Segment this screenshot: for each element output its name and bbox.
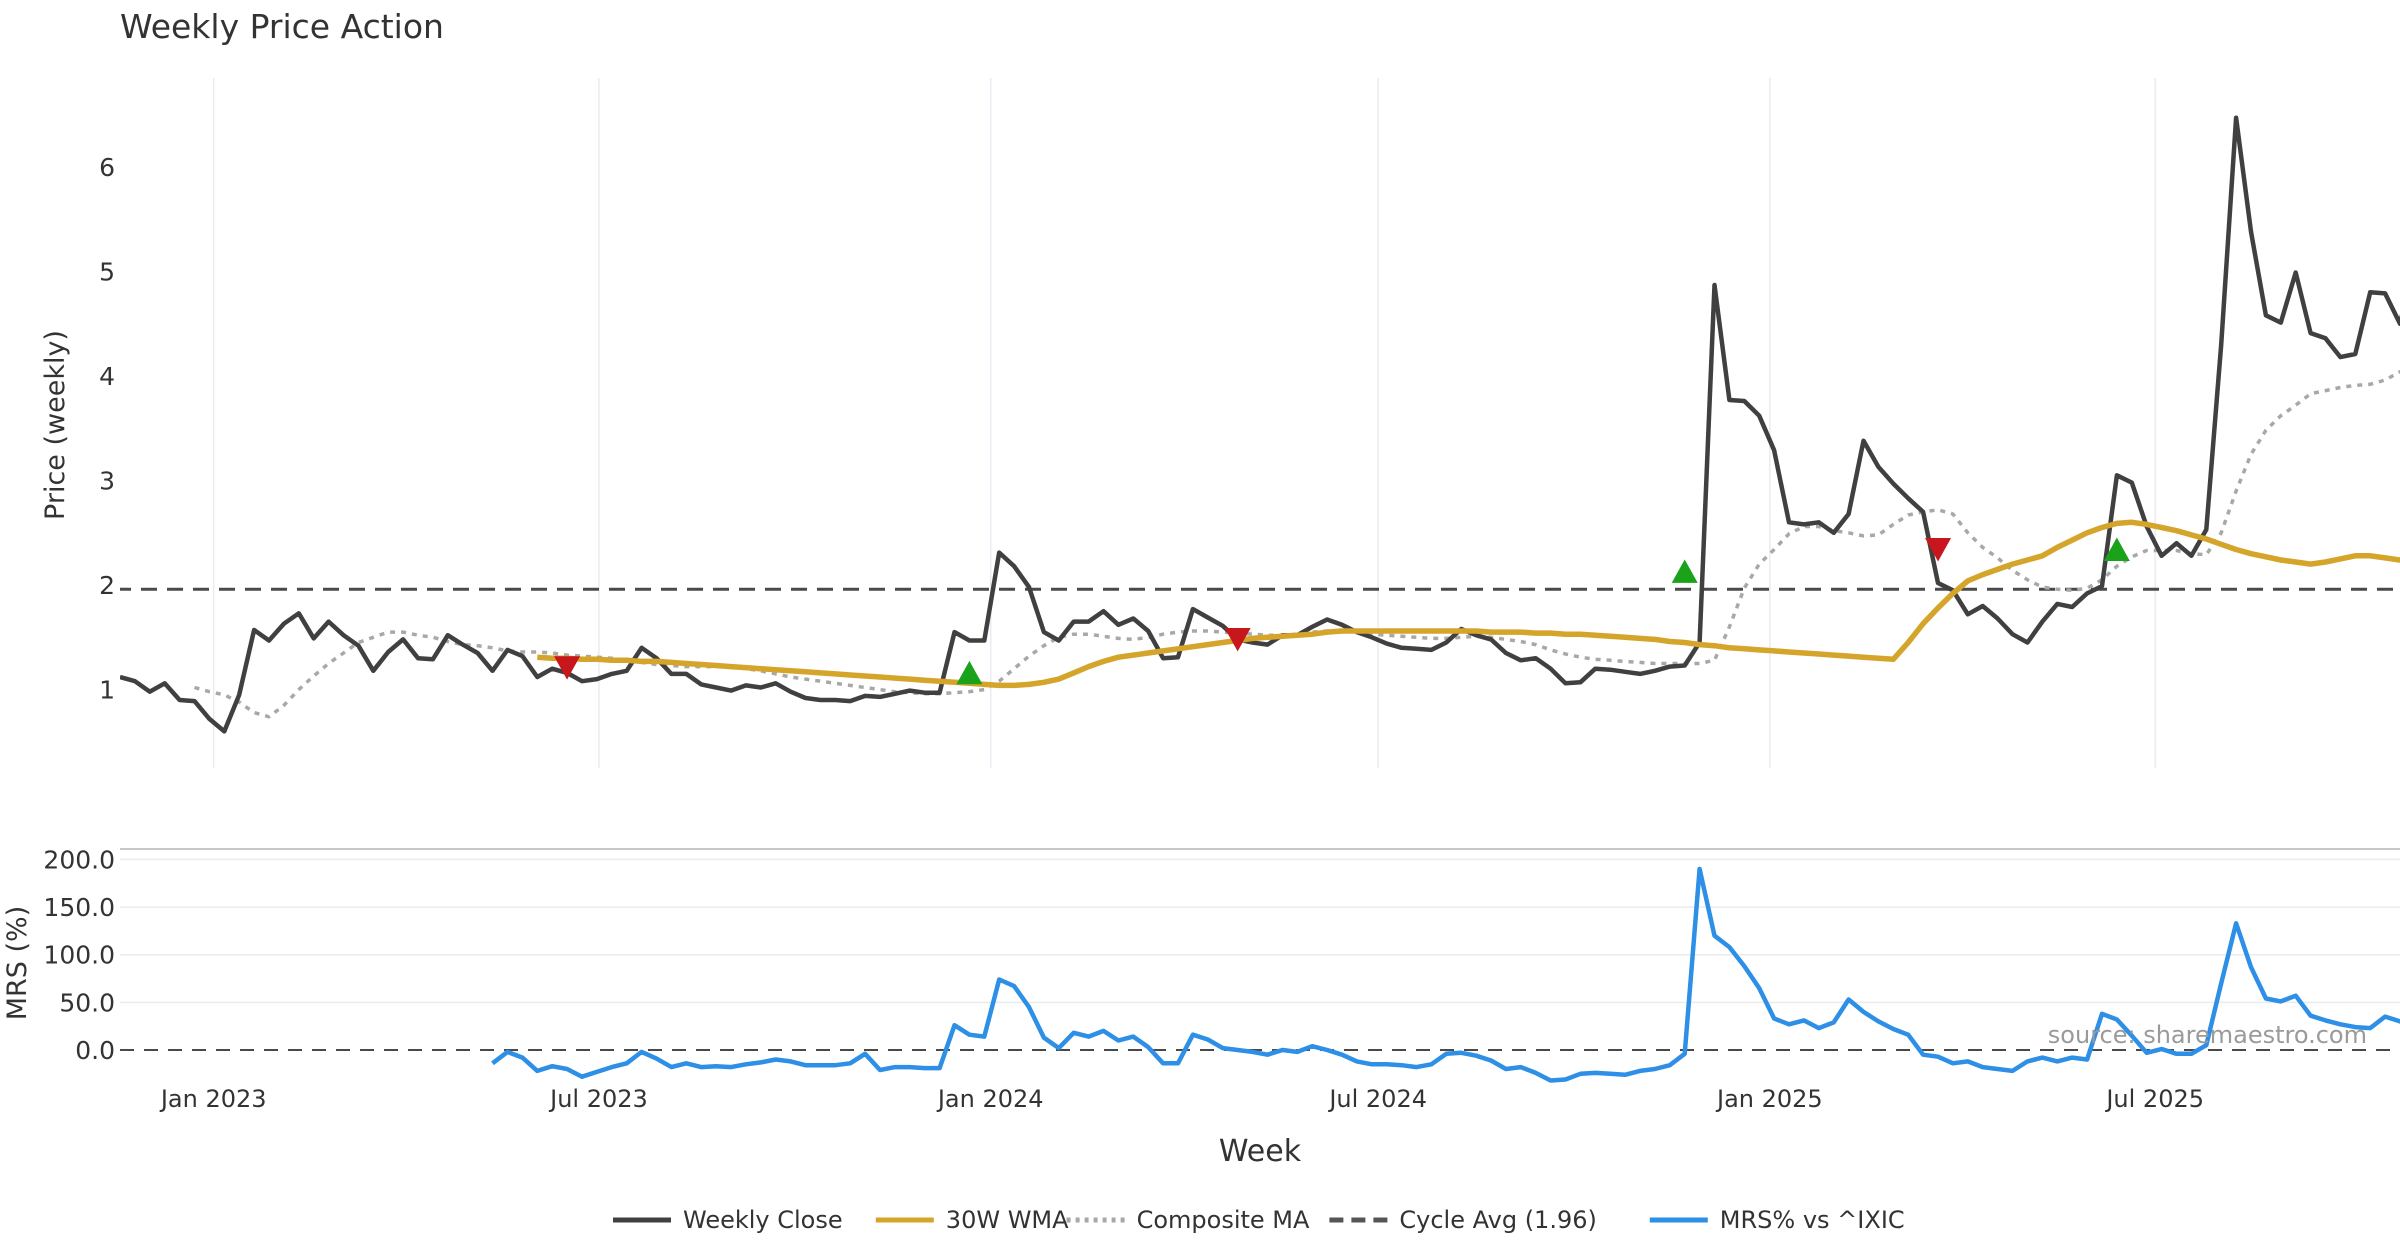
buy-signal-marker-1 xyxy=(956,660,983,685)
mrs-y-ticks: 0.0 50.0 100.0 150.0 200.0 xyxy=(43,845,115,1065)
price-y-tick-5: 6 xyxy=(99,153,115,182)
price-y-axis-label: Price (weekly) xyxy=(40,330,71,520)
price-y-tick-2: 3 xyxy=(99,467,115,496)
legend: Weekly Close 30W WMA Composite MA Cycle Avg… xyxy=(613,1206,1905,1234)
sell-signal-marker-4 xyxy=(1925,538,1952,562)
legend-label-0: Weekly Close xyxy=(683,1206,843,1234)
price-y-ticks: 1 2 3 4 5 6 xyxy=(99,153,115,705)
mrs-y-tick-1: 50.0 xyxy=(59,988,115,1017)
x-tick-5: Jul 2025 xyxy=(2104,1085,2204,1113)
price-y-tick-0: 1 xyxy=(99,676,115,705)
mrs-y-tick-2: 100.0 xyxy=(43,941,115,970)
x-tick-4: Jan 2025 xyxy=(1715,1085,1823,1113)
price-plot xyxy=(120,115,2400,734)
price-y-tick-3: 4 xyxy=(99,362,115,391)
legend-label-4: MRS% vs ^IXIC xyxy=(1720,1206,1905,1234)
buy-signal-marker-5 xyxy=(2103,537,2130,561)
legend-label-1: 30W WMA xyxy=(946,1206,1069,1234)
x-tick-2: Jan 2024 xyxy=(936,1085,1044,1113)
price-y-tick-1: 2 xyxy=(99,571,115,600)
x-axis-label: Week xyxy=(1219,1134,1302,1169)
x-tick-1: Jul 2023 xyxy=(548,1085,648,1113)
source-annotation: source: sharemaestro.com xyxy=(2048,1021,2367,1049)
mrs-y-tick-3: 150.0 xyxy=(43,893,115,922)
x-tick-0: Jan 2023 xyxy=(159,1085,267,1113)
sell-signal-marker-0 xyxy=(554,656,581,680)
mrs-plot xyxy=(120,866,2400,1083)
mrs-y-tick-4: 200.0 xyxy=(43,845,115,874)
sell-signal-marker-2 xyxy=(1224,627,1251,652)
legend-label-2: Composite MA xyxy=(1137,1206,1310,1234)
price-y-tick-4: 5 xyxy=(99,257,115,286)
mrs-y-tick-0: 0.0 xyxy=(75,1036,115,1065)
x-tick-3: Jul 2024 xyxy=(1327,1085,1427,1113)
legend-label-3: Cycle Avg (1.96) xyxy=(1399,1206,1596,1234)
price-gridlines xyxy=(212,78,2156,768)
mrs-gridlines xyxy=(120,848,2400,1004)
mrs-y-axis-label: MRS (%) xyxy=(2,906,33,1021)
x-axis-ticks: Jan 2023 Jul 2023 Jan 2024 Jul 2024 Jan 2025… xyxy=(159,1085,2204,1113)
mrs-line xyxy=(491,866,2400,1083)
wma-30w-line xyxy=(537,519,2400,689)
buy-signal-marker-3 xyxy=(1671,559,1698,583)
chart-title: Weekly Price Action xyxy=(120,7,444,46)
